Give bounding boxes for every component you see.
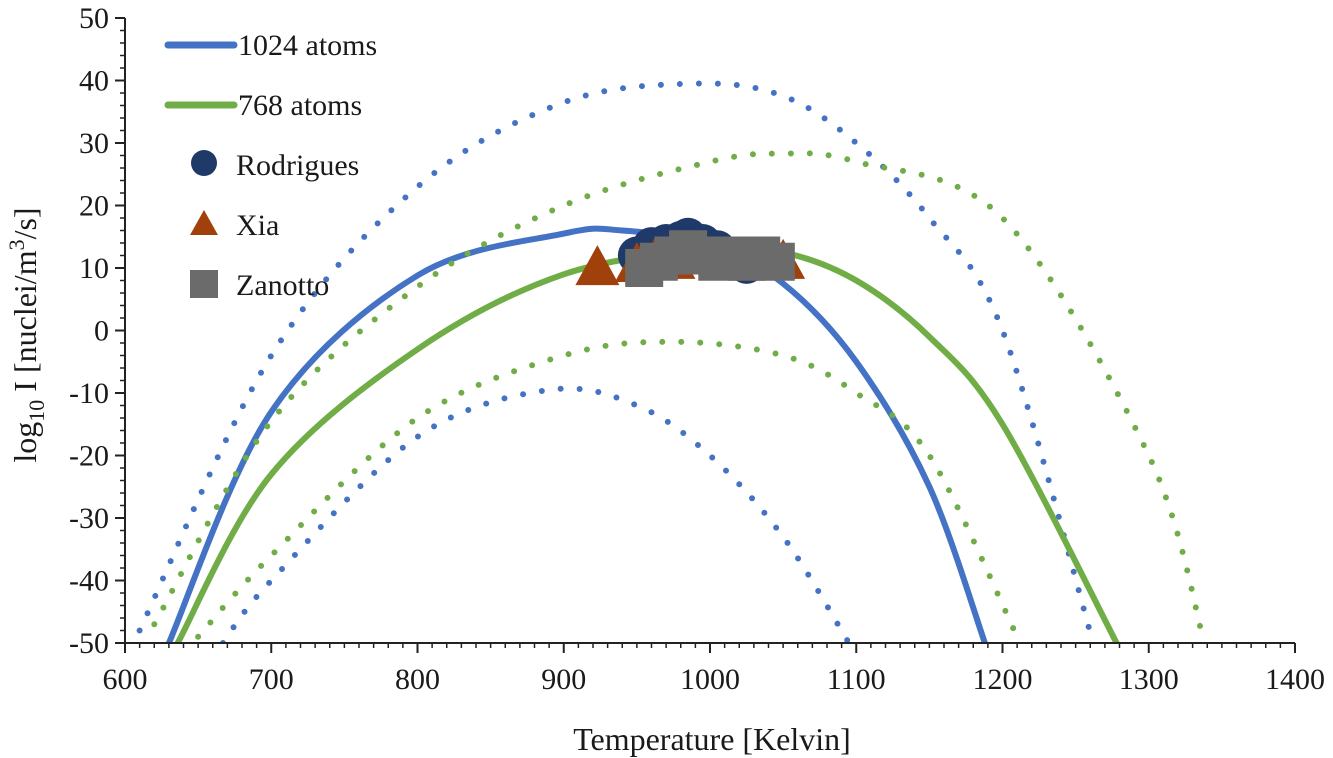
- y-tick-label: 50: [79, 2, 109, 35]
- legend-entry: Zanotto: [190, 269, 329, 302]
- x-tick-label: 600: [103, 663, 148, 696]
- y-tick-label: -40: [69, 565, 109, 598]
- y-tick-label: 0: [94, 315, 109, 348]
- legend-label: Rodrigues: [236, 149, 359, 182]
- data-points-layer: [575, 217, 806, 287]
- x-tick-label: 1200: [973, 663, 1033, 696]
- y-tick-label: -50: [69, 627, 109, 660]
- legend-circle-swatch: [191, 150, 217, 176]
- legend-label: 1024 atoms: [238, 29, 377, 62]
- y-axis-title-suffix: /s]: [7, 207, 43, 239]
- legend-entry: Xia: [190, 209, 279, 242]
- legend-label: Xia: [236, 209, 279, 242]
- x-tick-label: 700: [249, 663, 294, 696]
- y-axis-title-middle: I [nuclei/m: [7, 250, 43, 399]
- y-axis-title: log10 I [nuclei/m3/s]: [4, 207, 49, 462]
- series-line-1: [136, 80, 1097, 643]
- legend-square-swatch: [190, 270, 218, 298]
- x-tick-label: 1000: [680, 663, 740, 696]
- x-tick-label: 800: [395, 663, 440, 696]
- legend-entry: Rodrigues: [191, 149, 359, 182]
- y-tick-label: 40: [79, 65, 109, 98]
- y-axis-title-superscript: 3: [4, 239, 29, 250]
- legend: 1024 atoms 768 atoms Rodrigues Xia Zanotto: [164, 29, 377, 302]
- legend-label: Zanotto: [236, 269, 329, 302]
- legend-entry: 1024 atoms: [164, 29, 377, 62]
- x-tick-label: 1300: [1119, 663, 1179, 696]
- x-axis-title: Temperature [Kelvin]: [573, 721, 851, 757]
- x-tick-label: 1100: [827, 663, 886, 696]
- y-tick-label: -30: [69, 502, 109, 535]
- y-axis-title-subscript: 10: [24, 400, 49, 422]
- series-line-3: [174, 244, 1120, 643]
- y-tick-label: -10: [69, 377, 109, 410]
- y-tick-label: 20: [79, 190, 109, 223]
- legend-label: 768 atoms: [238, 89, 362, 122]
- x-tick-label: 900: [541, 663, 586, 696]
- series-line-5: [195, 338, 1024, 643]
- axes-layer: 600 700 800 900 1000 1100 1200 1300 1400 50 40 30 20…: [69, 2, 1325, 696]
- legend-triangle-swatch: [190, 210, 218, 235]
- xia-point: [575, 245, 620, 286]
- y-tick-label: -20: [69, 440, 109, 473]
- y-tick-label: 10: [79, 252, 109, 285]
- x-tick-label: 1400: [1265, 663, 1325, 696]
- legend-entry: 768 atoms: [164, 89, 362, 122]
- zanotto-point: [756, 242, 795, 281]
- y-tick-label: 30: [79, 127, 109, 160]
- y-axis-title-prefix: log: [7, 422, 43, 463]
